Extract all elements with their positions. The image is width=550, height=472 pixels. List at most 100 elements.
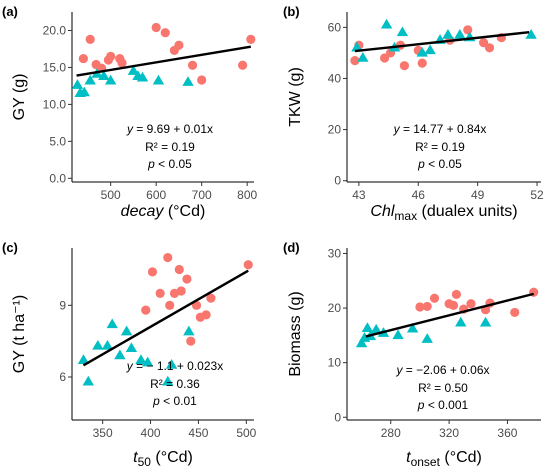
equation-y-var: y [395,363,403,377]
x-tick-label: 350 [93,426,113,440]
data-point-triangle [355,337,368,348]
data-point-circle [165,300,175,310]
data-point-circle [429,293,440,303]
data-point-triangle [380,18,393,29]
data-point-triangle [120,325,133,336]
x-tick-label: 52 [530,188,544,202]
data-point-circle [151,22,161,33]
data-point-triangle [98,70,110,81]
data-point-circle [176,286,186,296]
data-point-triangle [165,359,178,369]
data-point-triangle [84,74,96,85]
x-tick-label: 43 [352,188,366,202]
x-label-variable: decay [121,203,165,220]
y-axis-label: TKW (g) [287,67,304,127]
data-point-circle [182,274,192,284]
data-point-circle [106,51,116,61]
data-point-triangle [396,26,409,37]
y-tick-label: 5.0 [49,134,66,148]
p-body: < 0.001 [424,398,468,412]
x-tick-label: 320 [439,426,459,440]
data-point-circle [350,55,360,66]
data-point-triangle [392,329,404,340]
p-body: < 0.01 [160,394,197,408]
data-point-circle [160,28,170,38]
y-tick-label: 20.0 [43,23,67,37]
data-point-triangle [455,316,467,327]
data-point-triangle [479,316,492,327]
data-point-triangle [82,375,94,386]
data-point-triangle [424,44,436,55]
data-point-triangle [77,354,90,364]
r-squared: R² = 0.19 [145,140,195,154]
p-var: p [152,394,160,408]
data-point-triangle [182,76,194,86]
x-label-unit: (dualex units) [417,203,518,220]
data-point-triangle [162,375,174,386]
p-value: p < 0.05 [147,157,192,171]
data-point-circle [174,40,184,50]
data-point-circle [415,302,425,312]
data-point-triangle [136,71,149,82]
data-point-circle [246,34,256,44]
y-axis-label: GY (g) [11,74,28,121]
data-point-circle [466,299,476,309]
x-tick-label: 500 [101,188,121,202]
data-point-circle [463,25,473,35]
y-tick-label: 10.0 [43,97,67,111]
data-point-triangle [370,323,382,334]
y-tick-label: 40 [328,71,342,85]
x-tick-label: 450 [188,426,208,440]
data-point-circle [484,43,495,53]
data-point-triangle [421,333,433,343]
data-point-triangle [525,29,537,39]
data-point-circle [422,301,432,312]
y-axis-label: Biomass (g) [287,291,304,376]
x-label-variable: t [133,449,138,466]
x-label-subscript: 50 [138,455,152,469]
regression-equation: y = −2.06 + 0.06x [395,363,489,377]
y-tick-label: 0 [334,410,341,424]
x-label-subscript: max [394,209,417,223]
data-point-triangle [152,74,165,85]
p-value: p < 0.01 [152,394,197,408]
y-tick-label: 6 [59,370,66,384]
equation-y-var: y [126,359,134,373]
p-value: p < 0.001 [417,398,469,412]
data-point-triangle [135,354,147,364]
r-squared: R² = 0.50 [418,381,468,395]
data-point-circle [186,336,196,346]
y-tick-label: 15.0 [43,60,67,74]
x-tick-label: 400 [141,426,161,440]
panel-d: (d) 0 10 20 30 280 320 360 Biomass (g) tonset (°C… [283,240,541,469]
regression-line [354,31,530,53]
y-tick-label: 30 [328,246,342,260]
data-point-circle [155,288,165,298]
data-point-circle [238,60,248,70]
data-point-triangle [357,52,369,62]
data-point-triangle [351,41,363,52]
x-tick-label: 700 [192,188,212,202]
x-tick-label: 46 [412,188,426,202]
equation-body: = 14.77 + 0.84x [400,122,487,136]
panel-label: (a) [2,4,18,19]
x-tick-label: 360 [497,426,517,440]
data-point-circle [141,305,151,315]
p-value: p < 0.05 [417,157,462,171]
data-point-triangle [442,29,454,39]
x-axis-label: t50 (°Cd) [133,449,193,469]
y-tick-label: 60 [328,20,342,34]
data-point-circle [117,58,127,68]
regression-line [82,269,249,367]
y-tick-label: 9 [59,298,66,312]
data-point-circle [451,289,461,300]
panel-b: (b) 0 20 40 60 43 46 49 52 TKW (g) Chlmax (dualex … [283,4,544,223]
panel-c: (c) 6 9 350 400 450 500 GY (t ha⁻¹) t50 (°Cd) y =… [2,240,257,469]
data-point-triangle [104,74,117,85]
equation-body: = − 1.1 + 0.023x [133,359,223,373]
panel-label: (b) [283,4,300,19]
x-tick-label: 800 [237,188,257,202]
x-axis-label: tonset (°Cd) [406,449,482,469]
y-tick-label: 0 [334,174,341,188]
data-point-circle [243,260,253,270]
